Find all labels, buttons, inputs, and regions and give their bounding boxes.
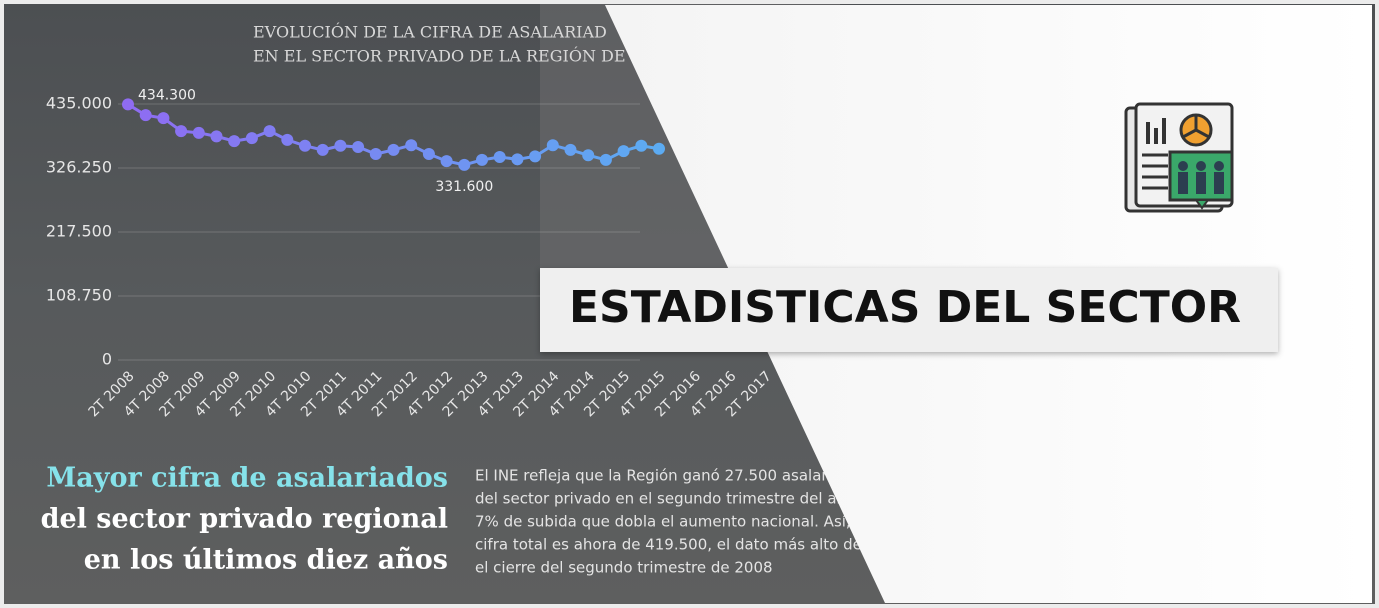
data-point — [316, 143, 329, 156]
data-point — [635, 139, 648, 152]
data-point — [245, 132, 258, 145]
data-point — [157, 112, 170, 125]
data-point — [599, 153, 612, 166]
data-point — [582, 149, 595, 162]
data-point — [369, 148, 382, 161]
data-point — [139, 109, 152, 122]
data-point — [458, 158, 471, 171]
data-point — [210, 130, 223, 143]
data-point — [334, 139, 347, 152]
data-point — [440, 155, 453, 168]
y-tick-label: 0 — [102, 350, 112, 369]
data-point — [405, 139, 418, 152]
data-point — [493, 150, 506, 163]
y-tick-label: 108.750 — [46, 286, 112, 305]
body-line: el cierre del segundo trimestre de 2008 — [475, 559, 773, 577]
y-tick-label: 217.500 — [46, 222, 112, 241]
headline-line: Mayor cifra de asalariados — [46, 463, 448, 494]
data-label: 434.300 — [138, 87, 196, 103]
article: Mayor cifra de asalariados del sector pri… — [41, 463, 889, 577]
chart-title: EN EL SECTOR PRIVADO DE LA REGIÓN DE MU — [253, 46, 661, 66]
body-line: 7% de subida que dobla el aumento nacion… — [475, 513, 869, 531]
banner-title: ESTADISTICAS DEL SECTOR — [569, 282, 1241, 333]
data-point — [617, 145, 630, 158]
data-point — [299, 139, 311, 152]
y-tick-label: 435.000 — [46, 94, 112, 113]
data-point — [263, 125, 276, 138]
body-line: del sector privado en el segundo trimest… — [475, 490, 873, 508]
data-point — [422, 148, 435, 161]
icon — [1124, 102, 1234, 213]
data-point — [175, 125, 188, 138]
banner-box — [540, 268, 1278, 352]
data-point — [352, 140, 365, 153]
data-point — [192, 126, 205, 139]
body-line: El INE refleja que la Región ganó 27.500… — [475, 467, 850, 485]
data-point — [546, 139, 559, 152]
data-point — [122, 98, 134, 111]
data-point — [228, 135, 241, 148]
headline-line: del sector privado regional — [41, 504, 448, 535]
data-point — [564, 143, 577, 156]
data-point — [511, 153, 524, 166]
body-line: cifra total es ahora de 419.500, el dato… — [475, 536, 888, 554]
y-tick-label: 326.250 — [46, 158, 112, 177]
data-point — [653, 142, 665, 155]
chart-title: EVOLUCIÓN DE LA CIFRA DE ASALARIAD — [253, 22, 607, 42]
data-point — [387, 143, 400, 156]
data-label: 331.600 — [435, 179, 493, 195]
data-point — [281, 133, 294, 146]
headline-line: en los últimos diez años — [84, 545, 448, 576]
data-point — [529, 150, 542, 163]
data-point — [476, 153, 488, 166]
